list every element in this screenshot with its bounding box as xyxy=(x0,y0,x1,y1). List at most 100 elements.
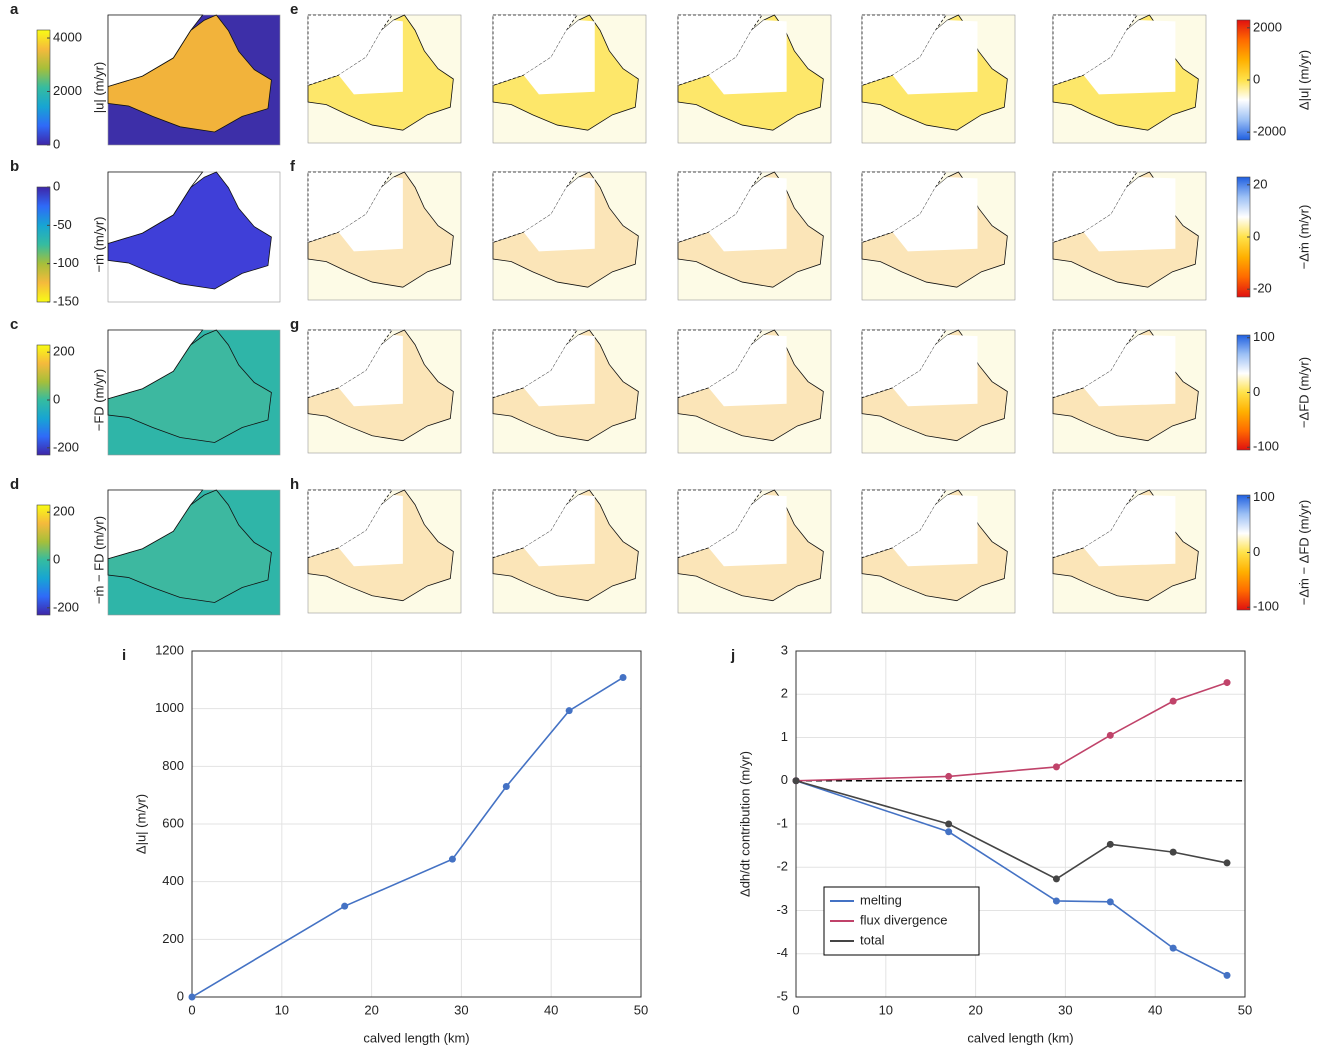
panel-label: a xyxy=(10,1,19,18)
data-point xyxy=(1169,848,1177,856)
data-point xyxy=(1169,944,1177,952)
calved-region xyxy=(523,177,595,252)
colorbar-label: −FD (m/yr) xyxy=(91,369,106,431)
calved-region xyxy=(1083,177,1176,252)
colorbar-tick-label: 0 xyxy=(53,391,60,406)
data-point xyxy=(448,855,456,863)
data-point xyxy=(341,902,349,910)
y-tick-label: 200 xyxy=(162,931,184,946)
colorbar-tick-label: 0 xyxy=(53,136,60,151)
y-tick-label: 1000 xyxy=(155,700,184,715)
colorbar-tick-label: 2000 xyxy=(1253,19,1282,34)
calved-region xyxy=(523,494,595,567)
calved-region xyxy=(708,334,787,407)
land xyxy=(107,489,204,560)
colorbar xyxy=(36,186,51,303)
colorbar-label: −ṁ − FD (m/yr) xyxy=(91,516,106,604)
x-tick-label: 0 xyxy=(188,1002,195,1017)
land xyxy=(677,171,763,243)
y-tick-label: 800 xyxy=(162,758,184,773)
legend-label: total xyxy=(860,932,885,947)
y-tick-label: -2 xyxy=(776,859,788,874)
panel-label: f xyxy=(290,158,296,175)
y-tick-label: -1 xyxy=(776,815,788,830)
data-point xyxy=(945,772,953,780)
colorbar xyxy=(36,29,51,146)
calved-region xyxy=(523,20,595,95)
x-tick-label: 10 xyxy=(275,1002,289,1017)
series-line xyxy=(795,779,1228,880)
calved-region xyxy=(1083,20,1176,95)
series-line xyxy=(795,681,1228,782)
colorbar-tick-label: 0 xyxy=(1253,71,1260,86)
data-point xyxy=(502,783,510,791)
panel-label: e xyxy=(290,1,298,18)
calved-region xyxy=(892,177,978,252)
panel-label: h xyxy=(290,476,299,493)
colorbar-tick-label: -2000 xyxy=(1253,124,1286,139)
y-tick-label: -4 xyxy=(776,945,788,960)
land xyxy=(107,171,204,245)
colorbar-tick-label: -20 xyxy=(1253,281,1272,296)
x-tick-label: 20 xyxy=(968,1002,982,1017)
data-point xyxy=(619,674,627,682)
calved-region xyxy=(1083,494,1176,567)
colorbar-label: Δ|u| (m/yr) xyxy=(1296,50,1311,110)
y-tick-label: 0 xyxy=(177,988,184,1003)
legend-label: melting xyxy=(860,892,902,907)
colorbar-tick-label: 0 xyxy=(1253,228,1260,243)
data-point xyxy=(1106,898,1114,906)
calved-region xyxy=(892,334,978,407)
colorbar-tick-label: 20 xyxy=(1253,176,1267,191)
calved-region xyxy=(338,334,403,407)
land xyxy=(677,14,763,86)
calved-region xyxy=(708,20,787,95)
x-tick-label: 50 xyxy=(1238,1002,1252,1017)
calved-region xyxy=(1083,334,1176,407)
x-axis-label: calved length (km) xyxy=(967,1030,1073,1045)
y-tick-label: 3 xyxy=(781,642,788,657)
legend-label: flux divergence xyxy=(860,912,947,927)
colorbar-tick-label: 0 xyxy=(1253,384,1260,399)
x-tick-label: 50 xyxy=(634,1002,648,1017)
land xyxy=(307,14,393,86)
x-axis-label: calved length (km) xyxy=(363,1030,469,1045)
x-tick-label: 30 xyxy=(454,1002,468,1017)
panel-label: c xyxy=(10,316,18,333)
x-tick-label: 10 xyxy=(879,1002,893,1017)
data-point xyxy=(1223,859,1231,867)
colorbar-tick-label: 0 xyxy=(53,178,60,193)
panel-label: i xyxy=(122,647,126,664)
series-line xyxy=(191,676,624,998)
colorbar-label: −ṁ (m/yr) xyxy=(91,217,106,273)
colorbar-tick-label: 2000 xyxy=(53,83,82,98)
x-tick-label: 40 xyxy=(544,1002,558,1017)
calved-region xyxy=(338,177,403,252)
y-tick-label: 400 xyxy=(162,873,184,888)
y-axis-label: Δ|u| (m/yr) xyxy=(133,794,148,854)
data-point xyxy=(945,820,953,828)
colorbar-label: −ΔFD (m/yr) xyxy=(1296,357,1311,428)
colorbar-tick-label: -100 xyxy=(1253,599,1279,614)
land xyxy=(107,14,204,88)
data-point xyxy=(1106,840,1114,848)
y-tick-label: 1200 xyxy=(155,642,184,657)
colorbar-tick-label: -100 xyxy=(1253,439,1279,454)
land xyxy=(1052,171,1138,243)
series-line xyxy=(795,779,1228,977)
land xyxy=(107,329,204,400)
colorbar-tick-label: -150 xyxy=(53,293,79,308)
y-axis-label: Δdh/dt contribution (m/yr) xyxy=(737,751,752,897)
land xyxy=(861,171,947,243)
y-tick-label: -3 xyxy=(776,902,788,917)
colorbar-tick-label: 0 xyxy=(1253,544,1260,559)
y-tick-label: 1 xyxy=(781,729,788,744)
colorbar-tick-label: 100 xyxy=(1253,489,1275,504)
colorbar-tick-label: 100 xyxy=(1253,329,1275,344)
colorbar-label: −Δṁ − ΔFD (m/yr) xyxy=(1296,500,1311,605)
land xyxy=(861,14,947,86)
data-point xyxy=(792,777,800,785)
x-tick-label: 40 xyxy=(1148,1002,1162,1017)
colorbar-tick-label: 0 xyxy=(53,551,60,566)
